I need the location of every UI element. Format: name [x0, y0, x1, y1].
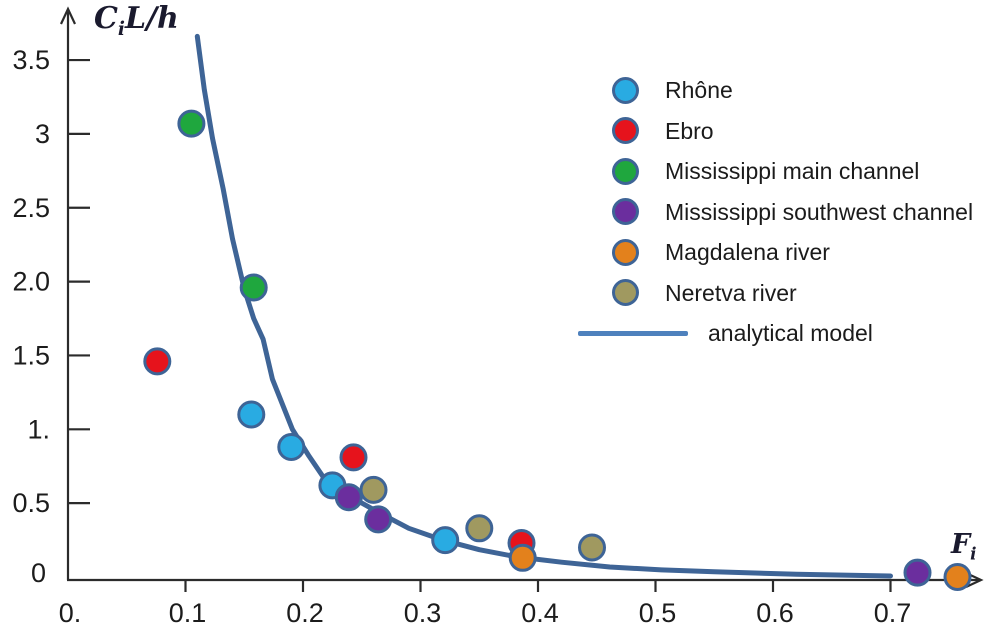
x-axis-title-main: F [951, 529, 971, 560]
mississippi-southwest-marker-icon [612, 198, 639, 225]
x-axis-title-sub: i [970, 543, 977, 564]
data-point [143, 347, 172, 376]
data-point [431, 526, 460, 555]
data-point [277, 433, 306, 461]
data-point [465, 514, 494, 543]
data-point [339, 443, 368, 472]
x-tick-label: 0.2 [286, 598, 324, 628]
data-point [508, 543, 537, 572]
y-tick-label: 1. [27, 414, 50, 444]
mississippi-main-marker-icon [612, 157, 639, 185]
x-tick-label: 0.6 [756, 598, 794, 628]
legend-item-neretva: Neretva river [578, 279, 973, 307]
x-axis-title: Fi [951, 529, 977, 563]
y-tick-label: 3.5 [12, 45, 50, 75]
legend-label: analytical model [708, 320, 873, 346]
data-point [177, 109, 206, 138]
x-tick-label: 0. [59, 598, 82, 628]
magdalena-marker-icon [612, 238, 639, 266]
y-tick-label: 2.5 [12, 193, 50, 223]
y-tick-label: 0 [31, 558, 46, 588]
y-axis-title: CiL/h [94, 1, 179, 40]
rhone-marker-icon [612, 76, 639, 104]
y-tick-label: 3 [35, 119, 50, 149]
legend-item-mississippi-southwest: Mississippi southwest channel [578, 198, 973, 226]
legend-label: Ebro [665, 117, 714, 144]
data-point [237, 400, 266, 429]
y-axis-arrow-icon [60, 6, 76, 25]
model-line-icon [578, 330, 688, 336]
data-point [578, 533, 606, 562]
data-point [239, 273, 268, 302]
legend-label: Magdalena river [665, 239, 830, 265]
legend-item-magdalena: Magdalena river [578, 238, 973, 266]
data-point [903, 558, 932, 587]
x-tick-label: 0.1 [169, 598, 207, 628]
neretva-marker-icon [612, 279, 639, 306]
data-point [334, 483, 363, 512]
y-tick-label: 0.5 [12, 488, 50, 518]
legend-label: Mississippi southwest channel [665, 198, 974, 225]
y-axis-title-main: C [94, 1, 118, 36]
y-axis-title-rest: L/h [124, 1, 179, 36]
ebro-marker-icon [612, 117, 639, 144]
data-point [364, 505, 393, 534]
legend: Rhône Ebro Mississippi main channel Miss… [578, 76, 973, 347]
legend-label: Neretva river [665, 279, 797, 306]
x-tick-label: 0.7 [874, 598, 912, 628]
legend-label: Rhône [665, 77, 733, 103]
x-tick-label: 0.3 [404, 598, 442, 628]
data-point [359, 475, 388, 504]
legend-item-analytical-model: analytical model [578, 319, 973, 347]
x-tick-label: 0.4 [521, 598, 559, 628]
y-tick-label: 2.0 [12, 267, 50, 297]
y-tick-label: 1.5 [12, 340, 50, 370]
y-axis-title-sub: i [117, 19, 125, 40]
legend-item-mississippi-main: Mississippi main channel [578, 157, 973, 185]
x-tick-label: 0.5 [639, 598, 677, 628]
legend-item-ebro: Ebro [578, 117, 973, 145]
legend-label: Mississippi main channel [665, 158, 920, 184]
legend-item-rhone: Rhône [578, 76, 973, 104]
data-point [943, 563, 972, 591]
